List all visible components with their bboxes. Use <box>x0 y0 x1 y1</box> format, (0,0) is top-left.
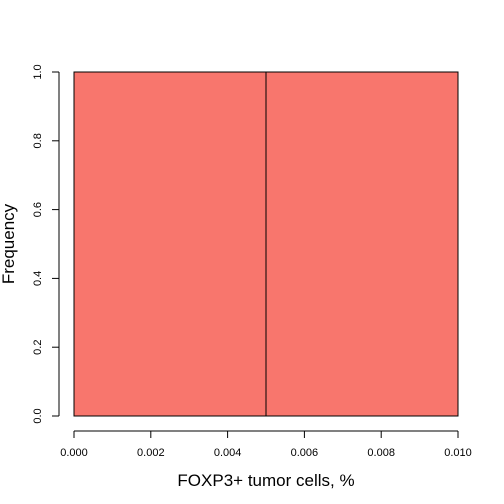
y-tick-label-5: 1.0 <box>32 64 44 79</box>
y-tick-label-1: 0.2 <box>32 340 44 355</box>
y-axis-label: Frequency <box>0 203 18 284</box>
x-tick-label-5: 0.010 <box>444 447 472 459</box>
y-tick-label-3: 0.6 <box>32 202 44 217</box>
histogram-bar-1 <box>265 71 459 417</box>
y-tick-label-4: 0.8 <box>32 133 44 148</box>
y-tick-label-0: 0.0 <box>32 408 44 423</box>
y-tick-label-2: 0.4 <box>32 271 44 286</box>
x-tick-label-0: 0.000 <box>60 447 88 459</box>
x-tick-label-4: 0.008 <box>367 447 395 459</box>
y-axis: 0.0 0.2 0.4 0.6 0.8 1.0 <box>32 64 60 424</box>
x-axis: 0.000 0.002 0.004 0.006 0.008 0.010 <box>60 430 472 459</box>
histogram-bars <box>73 71 459 417</box>
x-tick-label-1: 0.002 <box>137 447 165 459</box>
x-tick-label-3: 0.006 <box>291 447 319 459</box>
x-tick-label-2: 0.004 <box>214 447 242 459</box>
histogram-bar-0 <box>73 71 267 417</box>
x-axis-label: FOXP3+ tumor cells, % <box>177 471 354 490</box>
